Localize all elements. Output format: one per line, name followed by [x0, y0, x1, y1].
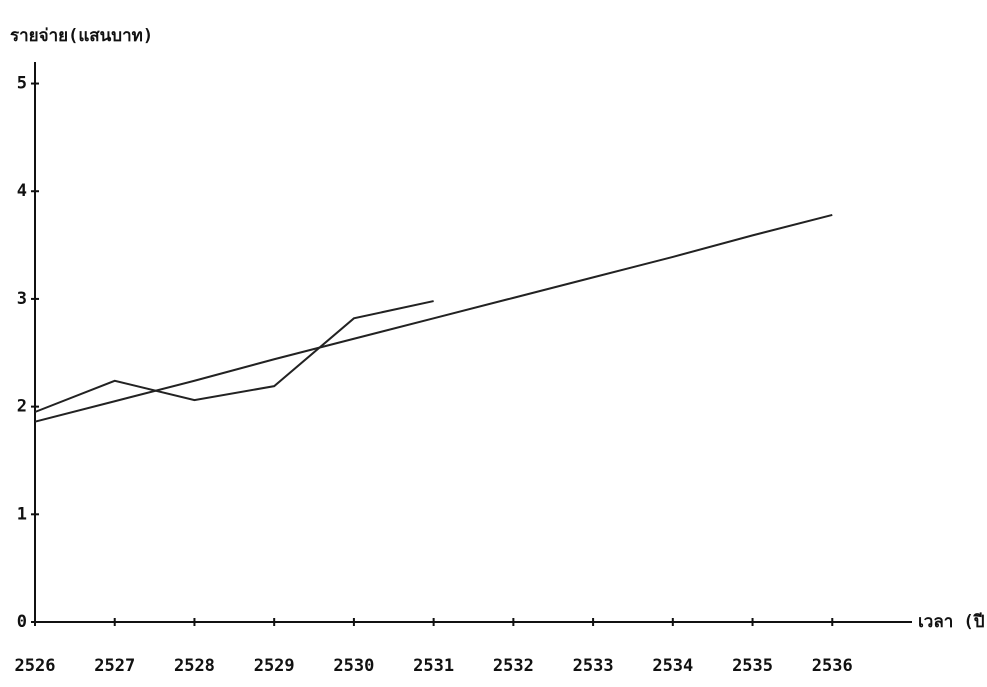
x-tick-label: 2532	[493, 656, 534, 676]
y-tick-label: 0	[17, 612, 27, 632]
y-tick-label: 3	[17, 289, 27, 309]
x-tick-label: 2528	[174, 656, 215, 676]
y-tick-label: 5	[17, 74, 27, 94]
x-tick-label: 2534	[652, 656, 693, 676]
x-tick-label: 2530	[333, 656, 374, 676]
x-tick-label: 2527	[94, 656, 135, 676]
y-tick-label: 1	[17, 504, 27, 524]
x-tick-label: 2535	[732, 656, 773, 676]
x-tick-label: 2533	[573, 656, 614, 676]
series-line	[34, 300, 434, 413]
series-line	[34, 213, 833, 423]
y-tick-label: 2	[17, 397, 27, 417]
x-axis-label: เวลา (ปี)	[918, 611, 987, 632]
y-axis-label: รายจ่าย(แสนบาท)	[10, 26, 153, 46]
x-tick-label: 2531	[413, 656, 454, 676]
y-tick-label: 4	[17, 181, 27, 201]
x-tick-label: 2529	[254, 656, 295, 676]
x-tick-label: 2526	[15, 656, 56, 676]
x-tick-label: 2536	[812, 656, 853, 676]
